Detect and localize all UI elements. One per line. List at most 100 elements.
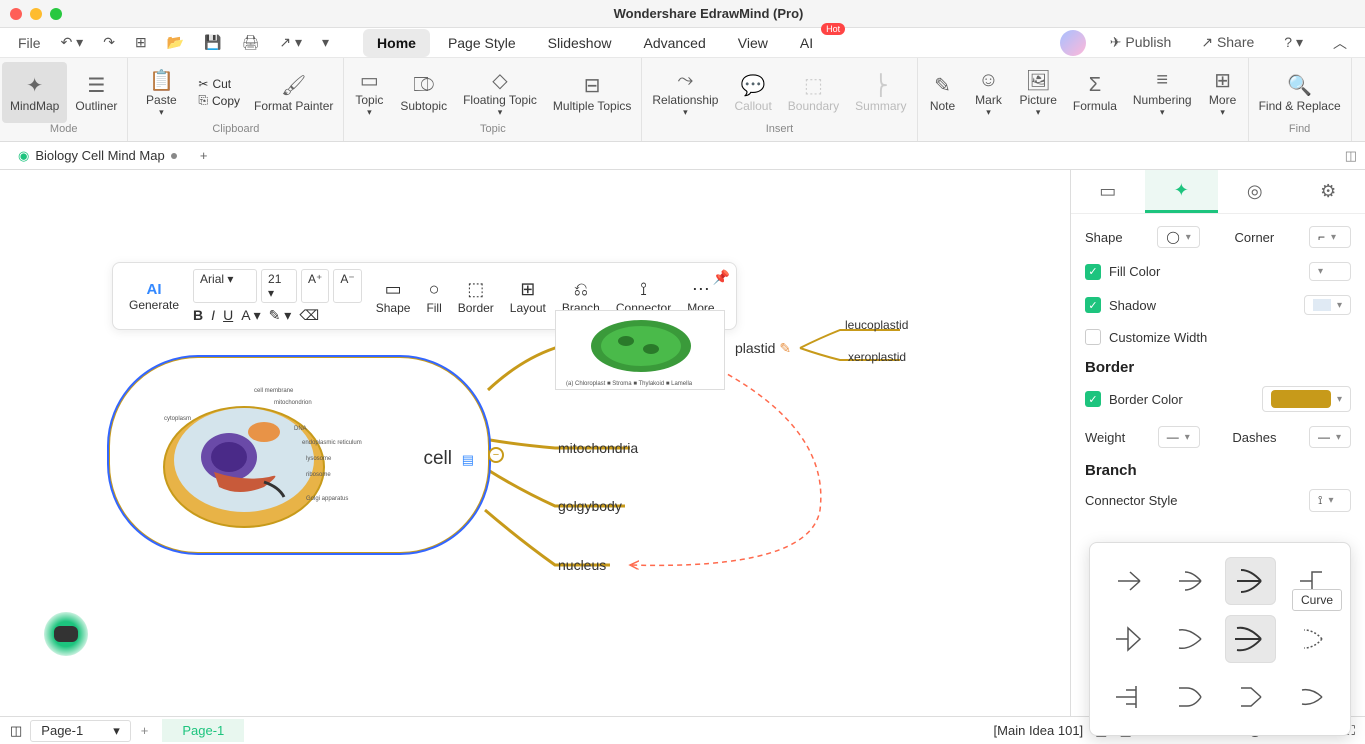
connector-opt-11[interactable] bbox=[1225, 673, 1276, 721]
note-icon[interactable]: ▤ bbox=[462, 452, 474, 468]
connector-style-select[interactable]: ⟟ ▾ bbox=[1309, 489, 1351, 512]
maximize-window[interactable] bbox=[50, 8, 62, 20]
font-color-button[interactable]: A ▾ bbox=[241, 307, 260, 324]
fill-color-check[interactable]: ✓Fill Color bbox=[1085, 264, 1160, 280]
tab-ai[interactable]: AI Hot bbox=[786, 29, 827, 57]
file-menu[interactable]: File bbox=[12, 31, 47, 55]
fill-color-select[interactable]: ▾ bbox=[1309, 262, 1351, 281]
paste-button[interactable]: 📋Paste▾ bbox=[130, 62, 192, 123]
save-button[interactable]: 💾 bbox=[198, 30, 227, 55]
clear-format-button[interactable]: ⌫ bbox=[299, 307, 319, 324]
print-button[interactable]: 🖨 bbox=[236, 30, 266, 55]
share-button[interactable]: ↗ Share bbox=[1195, 30, 1260, 55]
border-color-select[interactable]: ▾ bbox=[1262, 386, 1351, 412]
tab-advanced[interactable]: Advanced bbox=[629, 29, 719, 57]
italic-button[interactable]: I bbox=[211, 307, 215, 324]
multiple-topics-button[interactable]: ⊟Multiple Topics bbox=[545, 62, 639, 123]
pin-toolbar[interactable]: 📌 bbox=[713, 269, 730, 286]
ai-assistant-button[interactable] bbox=[44, 612, 88, 656]
underline-button[interactable]: U bbox=[223, 307, 233, 324]
fill-button[interactable]: ○Fill bbox=[418, 273, 449, 319]
copy-button[interactable]: ⎘Copy bbox=[198, 93, 240, 108]
page-select[interactable]: Page-1▾ bbox=[30, 720, 130, 742]
format-painter-button[interactable]: 🖌Format Painter bbox=[246, 62, 341, 123]
help-button[interactable]: ? ▾ bbox=[1278, 30, 1309, 55]
ai-generate-button[interactable]: AI Generate bbox=[121, 277, 187, 316]
close-window[interactable] bbox=[10, 8, 22, 20]
canvas[interactable]: AI Generate Arial ▾ 21 ▾ A⁺ A⁻ B I U A ▾… bbox=[0, 170, 1070, 716]
font-grow[interactable]: A⁺ bbox=[301, 269, 329, 303]
collapse-ribbon[interactable]: ︿ bbox=[1327, 29, 1353, 57]
connector-opt-9[interactable] bbox=[1104, 673, 1155, 721]
customize-width-check[interactable]: Customize Width bbox=[1085, 329, 1207, 345]
layout-button[interactable]: ⊞Layout bbox=[502, 273, 554, 319]
more-insert-button[interactable]: ⊞More▾ bbox=[1200, 62, 1246, 123]
border-button[interactable]: ⬚Border bbox=[450, 273, 502, 319]
add-page-button[interactable]: + bbox=[141, 723, 149, 738]
branch-mitochondria[interactable]: mitochondria bbox=[558, 440, 638, 456]
dashes-select[interactable]: — ▾ bbox=[1309, 426, 1351, 448]
user-avatar[interactable] bbox=[1060, 30, 1086, 56]
find-replace-button[interactable]: 🔍Find & Replace bbox=[1251, 62, 1349, 123]
publish-button[interactable]: ✈ Publish bbox=[1104, 30, 1178, 55]
connector-opt-6[interactable] bbox=[1165, 615, 1216, 663]
connector-opt-1[interactable] bbox=[1104, 557, 1155, 605]
note-button[interactable]: ✎Note bbox=[920, 62, 966, 123]
shadow-check[interactable]: ✓Shadow bbox=[1085, 297, 1156, 313]
collapse-toggle[interactable]: − bbox=[488, 447, 504, 463]
mindmap-mode[interactable]: ✦MindMap bbox=[2, 62, 67, 123]
corner-select[interactable]: ⌐ ▾ bbox=[1309, 226, 1351, 248]
mark-button[interactable]: ☺Mark▾ bbox=[966, 62, 1012, 123]
tab-view[interactable]: View bbox=[724, 29, 782, 57]
topic-button[interactable]: ▭Topic▾ bbox=[346, 62, 392, 123]
cut-button[interactable]: ✂Cut bbox=[198, 77, 240, 91]
numbering-button[interactable]: ≡Numbering▾ bbox=[1125, 62, 1200, 123]
shape-select[interactable]: ◯ ▾ bbox=[1157, 226, 1199, 248]
branch-nucleus[interactable]: nucleus bbox=[558, 557, 606, 573]
tab-home[interactable]: Home bbox=[363, 29, 430, 57]
connector-opt-5[interactable] bbox=[1104, 615, 1155, 663]
highlight-button[interactable]: ✎ ▾ bbox=[269, 307, 292, 324]
connector-opt-2[interactable] bbox=[1165, 557, 1216, 605]
subtopic-button[interactable]: ⎄Subtopic bbox=[392, 62, 455, 123]
connector-opt-7[interactable] bbox=[1225, 615, 1276, 663]
add-document-button[interactable]: + bbox=[193, 145, 215, 167]
outliner-mode[interactable]: ☰Outliner bbox=[67, 62, 125, 123]
branch-xeroplastid[interactable]: xeroplastid bbox=[848, 350, 906, 364]
outline-toggle[interactable]: ◫ bbox=[10, 723, 22, 739]
export-button[interactable]: ↗ ▾ bbox=[273, 30, 308, 55]
sp-tab-effects[interactable]: ✦ bbox=[1145, 170, 1219, 213]
font-shrink[interactable]: A⁻ bbox=[333, 269, 361, 303]
formula-button[interactable]: ΣFormula bbox=[1065, 62, 1125, 123]
redo-button[interactable]: ↷ bbox=[97, 30, 121, 55]
branch-golgybody[interactable]: golgybody bbox=[558, 498, 622, 514]
font-select[interactable]: Arial ▾ bbox=[193, 269, 257, 303]
more-quick[interactable]: ▾ bbox=[316, 30, 335, 55]
relationship-button[interactable]: ⤳Relationship▾ bbox=[644, 62, 726, 123]
shadow-select[interactable]: ▾ bbox=[1304, 295, 1351, 315]
connector-opt-3[interactable] bbox=[1225, 557, 1276, 605]
branch-plastid[interactable]: plastid ✎ bbox=[735, 340, 791, 357]
minimize-window[interactable] bbox=[30, 8, 42, 20]
border-color-check[interactable]: ✓Border Color bbox=[1085, 391, 1183, 407]
picture-button[interactable]: 🖼Picture▾ bbox=[1012, 62, 1065, 123]
tab-slideshow[interactable]: Slideshow bbox=[534, 29, 626, 57]
weight-select[interactable]: — ▾ bbox=[1158, 426, 1200, 448]
sp-tab-style[interactable]: ▭ bbox=[1071, 170, 1145, 213]
tab-page-style[interactable]: Page Style bbox=[434, 29, 530, 57]
new-button[interactable]: ⊞ bbox=[129, 30, 153, 55]
page-tab-1[interactable]: Page-1 bbox=[162, 719, 244, 742]
undo-button[interactable]: ↶ ▾ bbox=[55, 30, 90, 55]
cell-topic-node[interactable]: cell membrane mitochondrion DNA endoplas… bbox=[108, 356, 490, 554]
sp-tab-settings[interactable]: ⚙ bbox=[1292, 170, 1365, 213]
document-tab[interactable]: ◉ Biology Cell Mind Map bbox=[8, 144, 187, 168]
font-size-select[interactable]: 21 ▾ bbox=[261, 269, 297, 303]
panel-toggle[interactable]: ◫ bbox=[1345, 148, 1357, 164]
connector-opt-8[interactable] bbox=[1286, 615, 1337, 663]
connector-opt-12[interactable] bbox=[1286, 673, 1337, 721]
sp-tab-map[interactable]: ◎ bbox=[1218, 170, 1292, 213]
bold-button[interactable]: B bbox=[193, 307, 203, 324]
open-button[interactable]: 📂 bbox=[161, 30, 190, 55]
connector-opt-10[interactable] bbox=[1165, 673, 1216, 721]
branch-leucoplastid[interactable]: leucoplastid bbox=[845, 318, 908, 332]
